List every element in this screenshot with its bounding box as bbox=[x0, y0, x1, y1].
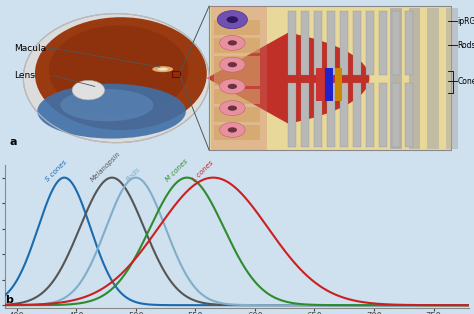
Bar bbox=[327, 11, 335, 75]
Bar bbox=[211, 6, 267, 150]
Bar bbox=[214, 89, 260, 104]
Ellipse shape bbox=[23, 14, 209, 143]
Bar bbox=[446, 8, 457, 149]
Bar bbox=[314, 11, 321, 75]
Bar bbox=[379, 83, 387, 147]
Bar bbox=[172, 71, 180, 77]
Ellipse shape bbox=[217, 11, 247, 29]
Bar bbox=[428, 8, 439, 149]
Ellipse shape bbox=[219, 79, 245, 94]
Bar bbox=[288, 83, 295, 147]
Bar bbox=[301, 11, 309, 75]
Bar bbox=[340, 11, 347, 75]
Text: S cones: S cones bbox=[44, 159, 68, 183]
Text: Lens: Lens bbox=[14, 71, 35, 80]
Ellipse shape bbox=[228, 40, 237, 46]
Bar bbox=[214, 125, 260, 140]
Bar bbox=[288, 11, 295, 75]
Text: Cones: Cones bbox=[457, 77, 474, 86]
Bar bbox=[209, 6, 451, 150]
Ellipse shape bbox=[37, 84, 186, 138]
Bar bbox=[214, 71, 260, 86]
Ellipse shape bbox=[219, 35, 245, 50]
Ellipse shape bbox=[228, 84, 237, 89]
Ellipse shape bbox=[227, 16, 238, 23]
Bar bbox=[301, 83, 309, 147]
Ellipse shape bbox=[228, 62, 237, 67]
Bar bbox=[353, 83, 361, 147]
Bar bbox=[353, 11, 361, 75]
Ellipse shape bbox=[228, 127, 237, 133]
Bar bbox=[314, 83, 321, 147]
Bar bbox=[316, 68, 324, 101]
Ellipse shape bbox=[228, 19, 237, 24]
Text: M cones: M cones bbox=[164, 158, 189, 183]
Bar bbox=[392, 11, 400, 75]
Ellipse shape bbox=[35, 17, 207, 130]
Bar bbox=[409, 8, 420, 149]
Ellipse shape bbox=[219, 122, 245, 138]
Ellipse shape bbox=[152, 66, 173, 72]
Bar bbox=[390, 8, 402, 149]
Wedge shape bbox=[207, 33, 369, 124]
Ellipse shape bbox=[61, 89, 154, 121]
Bar bbox=[214, 38, 260, 53]
Bar bbox=[214, 56, 260, 71]
Bar bbox=[379, 11, 387, 75]
Bar bbox=[327, 83, 335, 147]
Bar bbox=[366, 11, 374, 75]
Ellipse shape bbox=[228, 106, 237, 111]
Text: Macula: Macula bbox=[14, 44, 46, 53]
Text: Rods: Rods bbox=[125, 166, 141, 183]
Ellipse shape bbox=[72, 80, 105, 100]
Bar bbox=[214, 20, 260, 35]
Ellipse shape bbox=[219, 101, 245, 116]
Bar bbox=[214, 107, 260, 122]
Bar bbox=[366, 83, 374, 147]
Bar bbox=[392, 83, 400, 147]
Text: b: b bbox=[5, 295, 13, 305]
Text: Melanopsin: Melanopsin bbox=[89, 150, 122, 183]
Ellipse shape bbox=[219, 14, 245, 29]
Ellipse shape bbox=[157, 68, 168, 71]
Bar bbox=[335, 68, 342, 101]
Bar bbox=[340, 83, 347, 147]
Text: ipRGCs: ipRGCs bbox=[457, 17, 474, 26]
Bar bbox=[405, 11, 412, 75]
Ellipse shape bbox=[219, 57, 245, 72]
Bar bbox=[325, 68, 333, 101]
Ellipse shape bbox=[49, 25, 188, 116]
Bar bbox=[405, 83, 412, 147]
Text: Rods: Rods bbox=[457, 41, 474, 50]
Text: a: a bbox=[9, 137, 17, 147]
Text: L cones: L cones bbox=[192, 160, 215, 183]
